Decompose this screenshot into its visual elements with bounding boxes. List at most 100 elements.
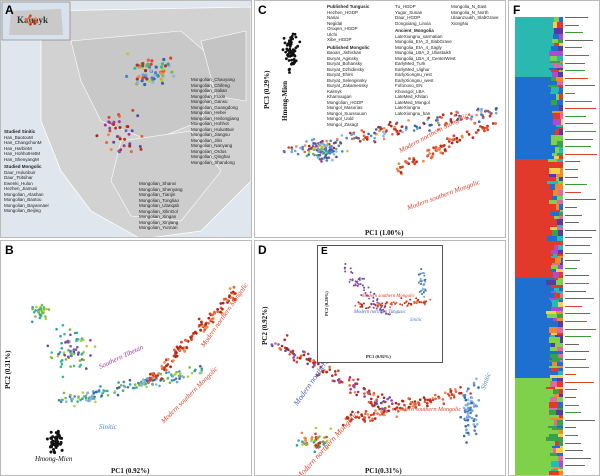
sample-point — [126, 52, 130, 56]
sample-point — [395, 301, 398, 304]
sample-point — [332, 149, 335, 153]
sample-point — [77, 395, 80, 398]
sample-point — [488, 114, 492, 118]
sample-point — [74, 348, 78, 351]
sample-point — [58, 435, 62, 439]
sample-point — [344, 270, 347, 273]
sample-point — [303, 144, 307, 147]
admixture-segment — [515, 177, 556, 181]
sample-point — [358, 277, 361, 280]
admixture-label-tick — [565, 123, 593, 125]
sample-point — [443, 148, 447, 151]
sample-point — [372, 296, 375, 299]
sample-point — [351, 278, 354, 281]
admixture-label-tick — [565, 85, 595, 87]
sample-point — [85, 398, 88, 402]
sample-point — [49, 430, 53, 434]
admixture-segment — [515, 65, 555, 68]
sample-point — [343, 267, 346, 270]
sample-point — [325, 144, 328, 147]
legend-item: Buryat_Aginsky — [327, 55, 359, 61]
sample-point — [362, 130, 366, 134]
sample-point — [376, 395, 380, 398]
admixture-segment — [557, 434, 563, 437]
admixture-segment — [548, 402, 558, 408]
admixture-segment — [558, 127, 563, 129]
admixture-segment — [559, 337, 563, 343]
pca-plot-e — [343, 263, 432, 316]
sample-point — [310, 138, 314, 142]
legend-item: LateXiongnu_han — [395, 110, 431, 116]
admixture-segment — [515, 196, 552, 200]
sample-point — [361, 284, 364, 287]
admixture-segment — [515, 111, 553, 113]
sample-point — [449, 118, 453, 121]
admixture-segment — [550, 256, 558, 258]
admixture-row — [515, 216, 563, 219]
sample-point — [392, 127, 396, 131]
legend-item: Mongolian_Jilin — [191, 137, 223, 143]
sample-point — [136, 80, 140, 84]
sample-point — [462, 434, 466, 438]
sample-point — [73, 404, 76, 408]
sample-point — [437, 128, 440, 131]
admixture-segment — [515, 456, 556, 461]
sample-point — [145, 377, 149, 380]
admixture-segment — [557, 347, 563, 351]
admixture-segment — [551, 469, 559, 471]
panel-d-label: D — [258, 243, 267, 257]
sample-point — [413, 400, 417, 403]
sample-point — [296, 44, 300, 48]
admixture-label-tick — [565, 359, 586, 360]
sample-point — [349, 267, 352, 270]
admixture-label-tick — [565, 24, 579, 26]
sample-point — [304, 443, 308, 447]
sample-point — [491, 122, 495, 125]
admixture-segment — [549, 92, 559, 94]
sample-point — [59, 400, 63, 404]
sample-point — [362, 138, 365, 141]
legend-item: Mongolian_Guangdong — [191, 104, 238, 110]
sample-point — [157, 372, 161, 375]
sample-point — [397, 403, 400, 406]
admixture-row — [515, 51, 563, 56]
sample-point — [190, 334, 194, 338]
admixture-segment — [550, 368, 558, 371]
legend-item: Dongxiang_Linxia — [395, 20, 431, 26]
sample-point — [334, 370, 337, 373]
sample-point — [59, 441, 63, 444]
sample-point — [417, 298, 420, 301]
admixture-segment — [554, 288, 560, 291]
admixture-segment — [549, 471, 560, 475]
admixture-segment — [515, 125, 552, 127]
admixture-segment — [552, 428, 557, 430]
sample-point — [61, 398, 64, 402]
admixture-segment — [554, 216, 560, 219]
admixture-segment — [515, 153, 553, 156]
sample-point — [438, 115, 442, 119]
admixture-row — [515, 371, 563, 375]
sample-point — [494, 107, 498, 110]
sample-point — [356, 390, 360, 394]
sample-point — [439, 151, 443, 155]
admixture-segment — [556, 174, 563, 177]
sample-point — [54, 431, 58, 435]
sample-point — [180, 340, 183, 344]
legend-item: Ulaanzuukh_SlabGrave — [451, 15, 499, 20]
admixture-segment — [555, 311, 563, 314]
admixture-segment — [557, 378, 563, 381]
sample-point — [213, 311, 217, 315]
sample-point — [467, 113, 471, 116]
sample-point — [370, 303, 373, 306]
sample-point — [312, 152, 315, 156]
sample-point — [432, 146, 436, 150]
sample-point — [384, 302, 387, 305]
admixture-label-tick — [565, 343, 579, 345]
sample-point — [34, 315, 37, 318]
sample-point — [94, 390, 98, 394]
sample-point — [302, 353, 306, 357]
sample-point — [288, 71, 291, 74]
sample-point — [50, 351, 53, 354]
sample-point — [407, 397, 410, 400]
admixture-segment — [515, 43, 554, 46]
